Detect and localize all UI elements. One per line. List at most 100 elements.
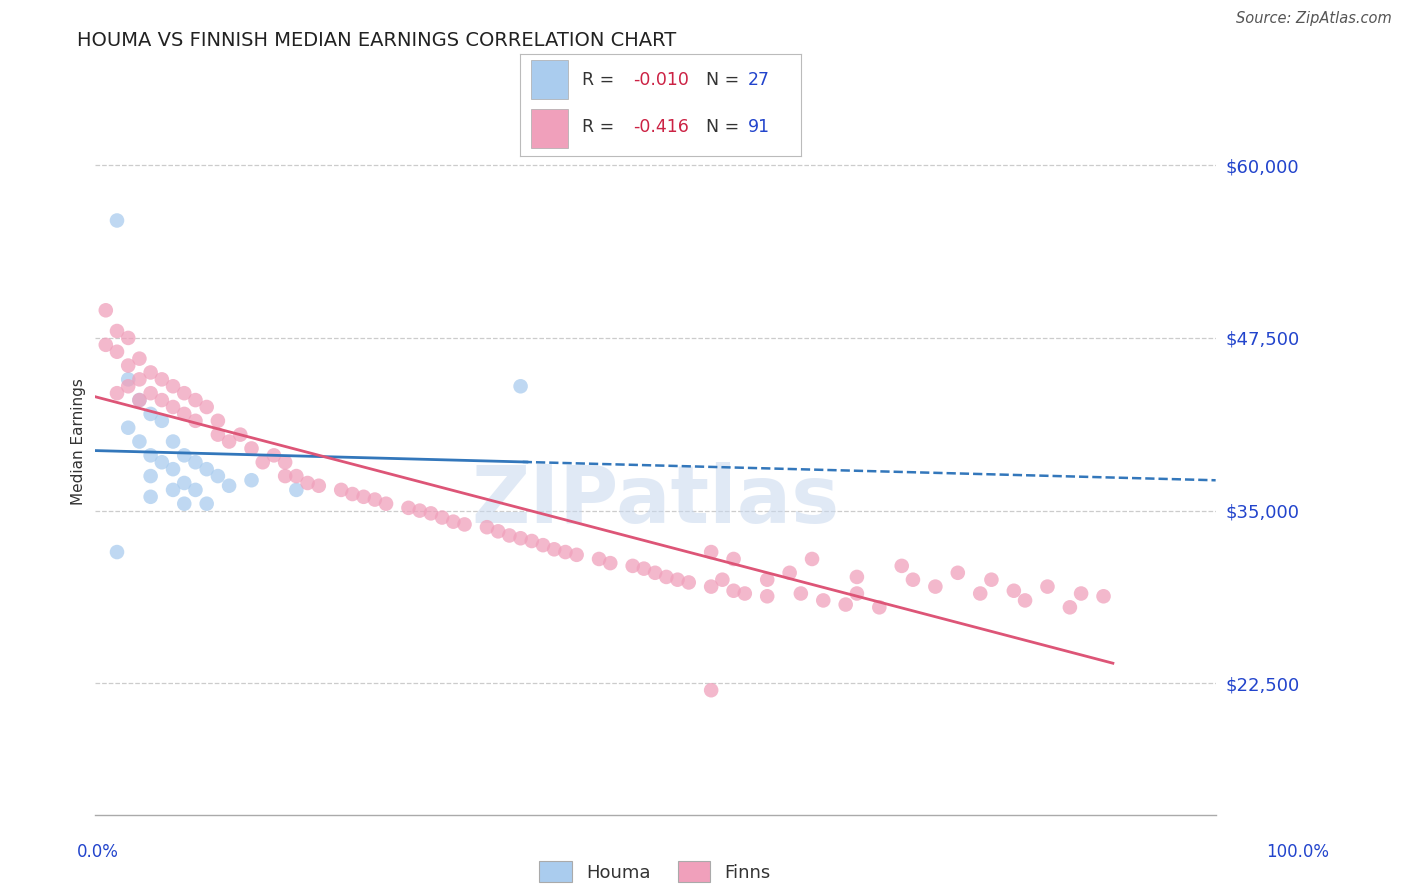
Text: 91: 91 xyxy=(748,119,770,136)
Point xyxy=(621,558,644,573)
Point xyxy=(207,414,229,428)
Point xyxy=(173,497,195,511)
Point xyxy=(195,462,218,476)
Point xyxy=(700,545,723,559)
Point xyxy=(263,448,285,462)
Point xyxy=(252,455,274,469)
Point xyxy=(678,575,700,590)
Point xyxy=(980,573,1002,587)
Point xyxy=(128,434,150,449)
Point xyxy=(419,507,441,521)
Point xyxy=(128,372,150,386)
Point xyxy=(139,366,162,380)
Point xyxy=(105,213,128,227)
Point xyxy=(509,531,531,545)
Point xyxy=(330,483,353,497)
Point xyxy=(475,520,498,534)
Point xyxy=(723,552,745,566)
Point xyxy=(117,421,139,435)
Point xyxy=(184,414,207,428)
Point xyxy=(779,566,801,580)
Point xyxy=(173,448,195,462)
Point xyxy=(195,400,218,414)
Point xyxy=(274,455,297,469)
Point xyxy=(1092,589,1115,603)
Point xyxy=(218,479,240,493)
Point xyxy=(285,483,308,497)
Point xyxy=(162,434,184,449)
Text: 27: 27 xyxy=(748,71,770,89)
Point xyxy=(1059,600,1081,615)
Point xyxy=(173,386,195,401)
Point xyxy=(901,573,924,587)
Point xyxy=(700,580,723,594)
Text: HOUMA VS FINNISH MEDIAN EARNINGS CORRELATION CHART: HOUMA VS FINNISH MEDIAN EARNINGS CORRELA… xyxy=(77,31,676,50)
Point xyxy=(195,497,218,511)
Point xyxy=(207,427,229,442)
Point xyxy=(184,393,207,408)
Point xyxy=(150,455,173,469)
Point xyxy=(845,570,868,584)
Point xyxy=(139,490,162,504)
Point xyxy=(498,528,520,542)
Y-axis label: Median Earnings: Median Earnings xyxy=(72,378,86,505)
Point xyxy=(813,593,835,607)
Point xyxy=(543,542,565,557)
Point xyxy=(644,566,666,580)
Point xyxy=(105,545,128,559)
Bar xyxy=(531,109,568,148)
Point xyxy=(520,534,543,549)
Point xyxy=(946,566,969,580)
Point xyxy=(240,442,263,456)
Point xyxy=(531,538,554,552)
Point xyxy=(353,490,375,504)
Point xyxy=(139,448,162,462)
Point xyxy=(218,434,240,449)
Point xyxy=(790,586,813,600)
Point xyxy=(834,598,856,612)
Point xyxy=(150,414,173,428)
Point xyxy=(845,586,868,600)
Point xyxy=(756,589,779,603)
Point xyxy=(229,427,252,442)
Point xyxy=(398,500,420,515)
Point xyxy=(240,473,263,487)
Text: ZIPatlas: ZIPatlas xyxy=(471,462,839,541)
Text: R =: R = xyxy=(582,71,620,89)
Point xyxy=(139,386,162,401)
Point xyxy=(655,570,678,584)
Point xyxy=(565,548,588,562)
Point xyxy=(150,393,173,408)
Text: -0.010: -0.010 xyxy=(633,71,689,89)
Point xyxy=(162,462,184,476)
Point xyxy=(184,483,207,497)
Text: 0.0%: 0.0% xyxy=(77,843,120,861)
Point xyxy=(162,483,184,497)
Point xyxy=(173,407,195,421)
Point xyxy=(700,683,723,698)
Point xyxy=(139,469,162,483)
Point xyxy=(117,359,139,373)
Point xyxy=(105,386,128,401)
Point xyxy=(924,580,946,594)
Point xyxy=(184,455,207,469)
Point xyxy=(162,379,184,393)
Point xyxy=(162,400,184,414)
Point xyxy=(801,552,824,566)
Text: N =: N = xyxy=(706,119,745,136)
Point xyxy=(297,475,319,490)
Point xyxy=(128,393,150,408)
Point xyxy=(441,515,464,529)
Point xyxy=(173,475,195,490)
Point xyxy=(868,600,890,615)
Point xyxy=(117,379,139,393)
Text: R =: R = xyxy=(582,119,620,136)
Point xyxy=(128,351,150,366)
Point xyxy=(117,372,139,386)
Point xyxy=(1002,583,1025,598)
Point xyxy=(756,573,779,587)
Point xyxy=(375,497,398,511)
Point xyxy=(150,372,173,386)
Point xyxy=(599,556,621,570)
Point xyxy=(486,524,509,539)
